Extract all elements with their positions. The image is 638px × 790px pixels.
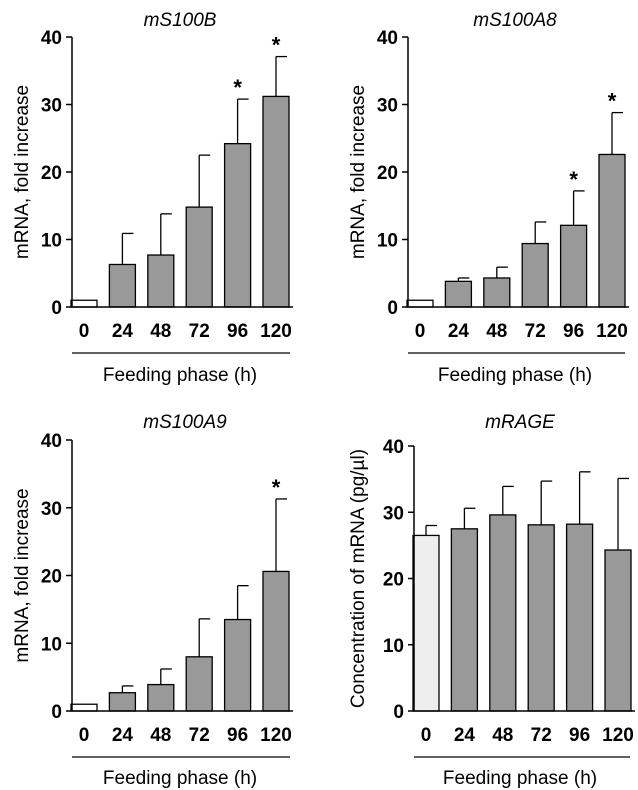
x-tick-label: 0 [421, 725, 432, 746]
x-tick-label: 120 [596, 321, 628, 342]
bar-48 [147, 683, 175, 712]
chart-panel-3: mS100A9 0 24 48 72 96 * 120 0 10 20 30 40 Feeding pha… [12, 412, 293, 789]
panel-title: mS100A9 [143, 412, 227, 433]
x-tick-label: 24 [112, 321, 134, 342]
y-axis-label: mRNA, fold increase [348, 85, 369, 259]
chart-panel-1: mS100B 0 24 48 72 * 96 * 120 0 10 20 30 40 Feeding pha… [12, 10, 293, 386]
bar-48 [147, 254, 175, 308]
significance-star: * [233, 75, 242, 100]
bar-96 [565, 523, 594, 712]
y-tick-label: 10 [41, 634, 62, 655]
x-tick-label: 72 [525, 321, 546, 342]
x-tick-label: 120 [602, 725, 634, 746]
x-tick-label: 72 [189, 725, 210, 746]
bar-72 [185, 206, 213, 308]
bar-48 [483, 277, 511, 308]
x-tick-label: 48 [486, 321, 507, 342]
y-tick-label: 10 [41, 231, 62, 252]
y-axis-label: Concentration of mRNA (pg/µl) [348, 449, 369, 708]
y-tick-label: 20 [41, 567, 62, 588]
significance-star: * [272, 33, 281, 58]
y-tick-label: 30 [41, 499, 62, 520]
bar-0 [70, 299, 98, 308]
x-tick-label: 96 [563, 321, 584, 342]
x-tick-label: 48 [150, 725, 171, 746]
bar-72 [527, 524, 555, 712]
y-tick-label: 40 [377, 28, 398, 49]
bar-0 [70, 703, 98, 712]
x-tick-label: 0 [79, 725, 90, 746]
bar-120 [598, 153, 626, 308]
y-tick-label: 0 [387, 298, 398, 319]
y-tick-label: 20 [377, 163, 398, 184]
bar-120 [604, 549, 632, 712]
x-tick-label: 24 [454, 725, 476, 746]
y-tick-label: 20 [41, 163, 62, 184]
x-tick-label: 48 [150, 321, 171, 342]
significance-star: * [608, 89, 617, 114]
significance-star: * [569, 167, 578, 192]
x-tick-label: 24 [112, 725, 134, 746]
x-tick-label: 24 [448, 321, 470, 342]
bar-24 [444, 280, 473, 308]
x-tick-label: 120 [260, 321, 292, 342]
y-tick-label: 0 [393, 702, 404, 723]
y-tick-label: 0 [51, 298, 62, 319]
bar-0 [406, 299, 434, 308]
x-tick-label: 72 [531, 725, 552, 746]
y-tick-label: 30 [41, 96, 62, 117]
panel-title: mRAGE [485, 412, 555, 433]
bar-120 [262, 95, 290, 308]
y-tick-label: 10 [383, 636, 404, 657]
chart-panel-2: mS100A8 0 24 48 72 * 96 * 120 0 10 20 30 40 Feeding ph… [348, 10, 629, 386]
x-tick-label: 0 [79, 321, 90, 342]
significance-star: * [272, 475, 281, 500]
y-tick-label: 40 [41, 28, 62, 49]
y-tick-label: 40 [383, 437, 404, 458]
x-axis-label: Feeding phase (h) [103, 768, 257, 789]
y-tick-label: 10 [377, 231, 398, 252]
y-axis-label: mRNA, fold increase [12, 488, 33, 662]
y-tick-label: 30 [377, 96, 398, 117]
panel-title: mS100A8 [473, 10, 557, 31]
chart-panel-4: mRAGE 0 24 48 72 96 120 0 10 20 30 40 Feeding phase … [348, 412, 635, 789]
x-tick-label: 96 [227, 725, 248, 746]
x-tick-label: 0 [415, 321, 426, 342]
x-axis-label: Feeding phase (h) [438, 365, 592, 386]
x-tick-label: 120 [260, 725, 292, 746]
bar-96 [559, 224, 588, 308]
bar-120 [262, 570, 290, 712]
bar-24 [108, 263, 137, 308]
x-axis-label: Feeding phase (h) [443, 768, 597, 789]
bar-96 [223, 142, 252, 308]
bar-72 [185, 656, 213, 712]
y-tick-label: 0 [51, 702, 62, 723]
x-tick-label: 96 [569, 725, 590, 746]
x-tick-label: 48 [492, 725, 513, 746]
y-tick-label: 40 [41, 431, 62, 452]
bar-24 [108, 692, 137, 712]
y-tick-label: 20 [383, 570, 404, 591]
y-axis-label: mRNA, fold increase [12, 85, 33, 259]
x-tick-label: 96 [227, 321, 248, 342]
bar-96 [223, 618, 252, 712]
y-tick-label: 30 [383, 503, 404, 524]
panel-title: mS100B [144, 10, 217, 31]
bar-0 [412, 534, 440, 712]
bar-48 [489, 514, 517, 712]
x-axis-label: Feeding phase (h) [103, 365, 257, 386]
bar-24 [450, 528, 479, 712]
bar-72 [521, 242, 549, 308]
x-tick-label: 72 [189, 321, 210, 342]
